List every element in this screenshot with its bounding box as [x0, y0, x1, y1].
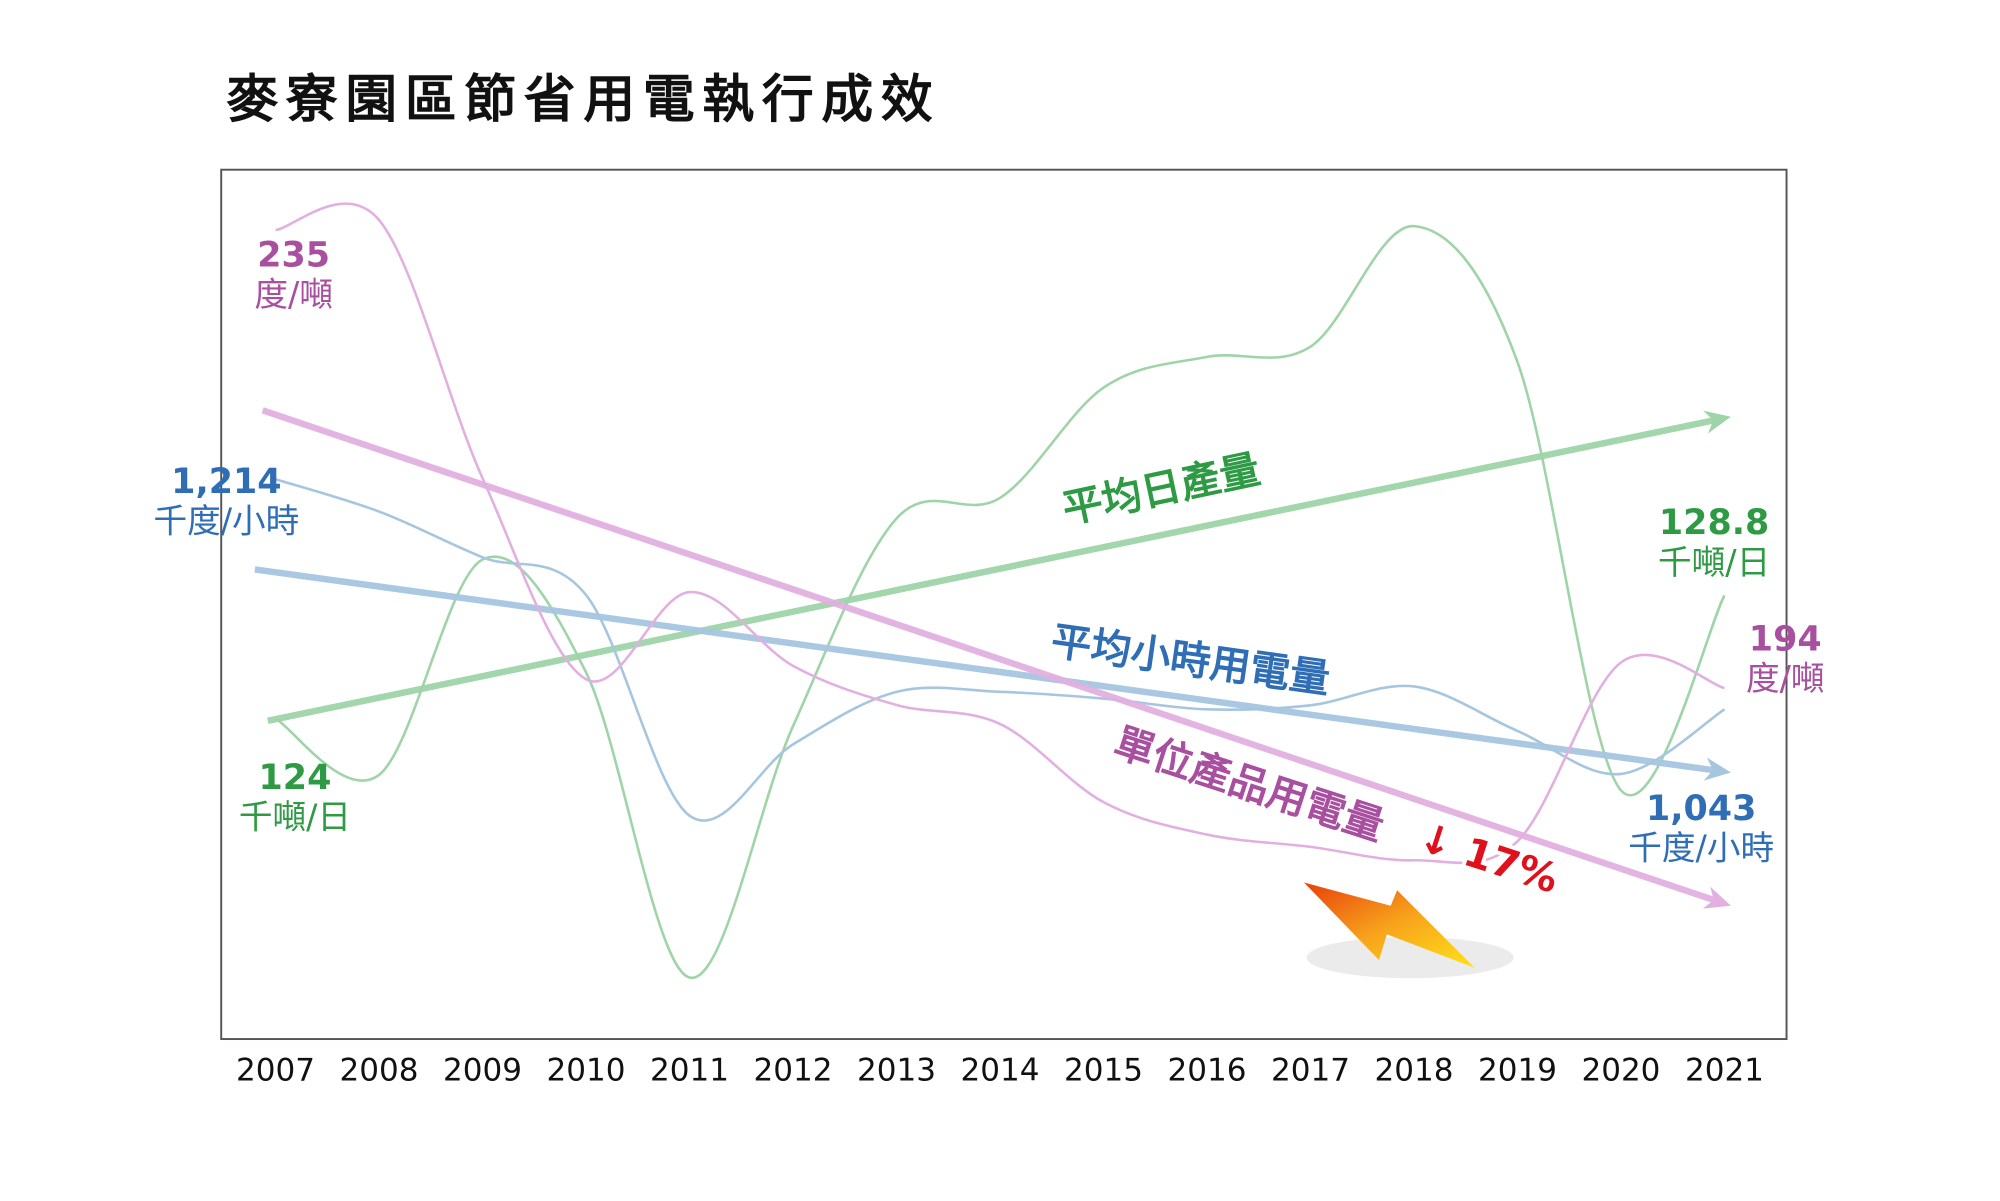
value-label: 1,043	[1646, 789, 1756, 829]
trend-label: 單位產品用電量	[1108, 720, 1389, 850]
change-label: ↓ 17%	[1413, 815, 1564, 903]
value-label: 1,214	[171, 462, 281, 502]
unit-label: 度/噸	[254, 275, 333, 314]
value-label: 124	[259, 758, 332, 798]
x-tick-label: 2015	[1064, 1052, 1143, 1088]
value-label: 194	[1749, 620, 1822, 660]
x-tick-label: 2013	[857, 1052, 936, 1088]
value-label: 235	[257, 235, 330, 275]
plot-frame	[220, 168, 1788, 1041]
trend-arrowhead	[1703, 410, 1731, 434]
unit-label: 千度/小時	[153, 501, 299, 540]
x-tick-label: 2010	[547, 1052, 626, 1088]
x-tick-label: 2012	[754, 1052, 833, 1088]
unit-label: 千噸/日	[239, 798, 351, 837]
trend-arrowhead	[1702, 886, 1731, 909]
x-tick-label: 2009	[443, 1052, 522, 1088]
x-tick-label: 2017	[1271, 1052, 1350, 1088]
x-tick-label: 2011	[650, 1052, 729, 1088]
x-tick-label: 2018	[1374, 1052, 1453, 1088]
x-tick-label: 2020	[1581, 1052, 1660, 1088]
x-tick-label: 2019	[1478, 1052, 1557, 1088]
trend-line	[254, 566, 1716, 774]
x-tick-label: 2014	[961, 1052, 1040, 1088]
lightning-icon	[1304, 882, 1475, 968]
unit-label: 千噸/日	[1658, 543, 1770, 582]
x-tick-label: 2008	[340, 1052, 419, 1088]
value-label: 128.8	[1659, 503, 1769, 543]
series-line	[275, 202, 1725, 865]
chart-title: 麥寮園區節省用電執行成效	[226, 69, 940, 130]
trend-line	[261, 407, 1718, 904]
trend-line	[267, 416, 1717, 724]
trend-arrowhead	[1703, 757, 1731, 781]
x-tick-label: 2007	[236, 1052, 315, 1088]
unit-label: 千度/小時	[1628, 829, 1774, 868]
bolt-shadow	[1306, 936, 1514, 979]
x-tick-label: 2021	[1685, 1052, 1764, 1088]
unit-label: 度/噸	[1746, 659, 1825, 698]
x-tick-label: 2016	[1167, 1052, 1246, 1088]
series-line	[275, 477, 1726, 822]
